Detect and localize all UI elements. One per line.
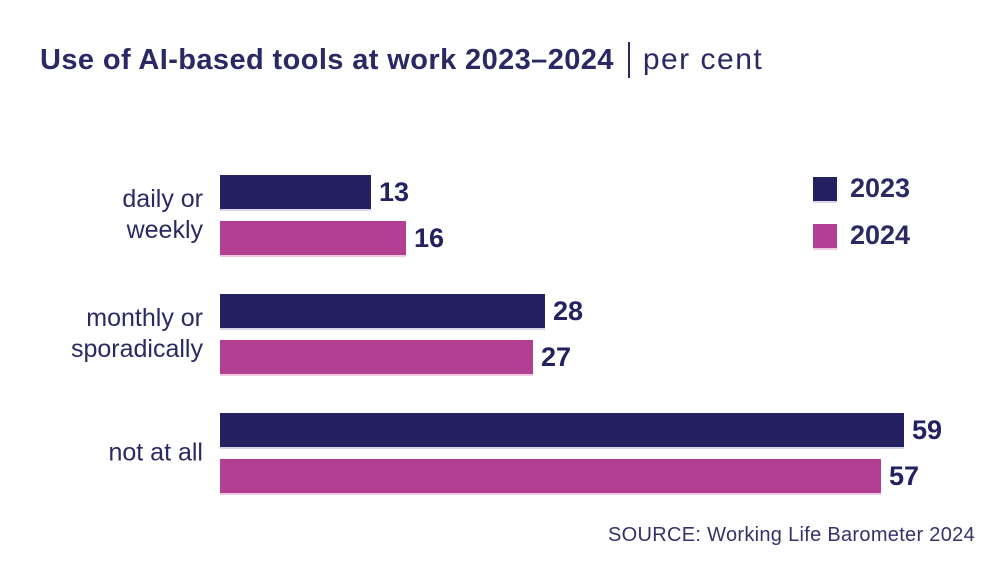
chart-title-main: Use of AI-based tools at work 2023–2024 (40, 43, 614, 76)
value-label: 13 (379, 177, 410, 207)
legend: 2023 2024 (813, 173, 910, 251)
category-label-not-at-all: not at all (33, 438, 203, 469)
bar-2023-daily-weekly (220, 175, 371, 209)
legend-item-2024: 2024 (813, 220, 910, 251)
value-label: 16 (414, 223, 445, 253)
bar-row: 13 (220, 175, 409, 209)
category-label-daily-weekly: daily or weekly (33, 184, 203, 246)
legend-label-2024: 2024 (850, 220, 911, 250)
bar-row: 59 (220, 413, 942, 447)
bar-row: 28 (220, 294, 583, 328)
category-line: sporadically (70, 335, 203, 363)
bar-2024-monthly-sporadically (220, 340, 533, 374)
title-separator-line (627, 42, 630, 78)
value-label: 59 (912, 415, 943, 445)
category-line: daily or (122, 185, 203, 213)
bar-2023-monthly-sporadically (220, 294, 545, 328)
bar-2023-not-at-all (220, 413, 904, 447)
bar-row: 57 (220, 459, 919, 493)
bar-row: 16 (220, 221, 444, 255)
value-label: 28 (553, 296, 584, 326)
category-label-monthly-sporadically: monthly or sporadically (33, 303, 203, 365)
legend-label-2023: 2023 (850, 173, 911, 203)
legend-item-2023: 2023 (813, 173, 910, 204)
category-line: not at all (108, 438, 203, 467)
category-line: monthly or (86, 304, 203, 332)
bar-2024-daily-weekly (220, 221, 406, 255)
chart-title: Use of AI-based tools at work 2023–2024 … (40, 42, 763, 78)
value-label: 27 (541, 342, 572, 372)
chart-title-unit: per cent (642, 43, 764, 76)
category-line: weekly (126, 216, 203, 244)
bar-row: 27 (220, 340, 571, 374)
legend-swatch-2024 (813, 223, 837, 248)
legend-swatch-2023 (813, 176, 837, 201)
source-caption: SOURCE: Working Life Barometer 2024 (608, 524, 975, 546)
bar-2024-not-at-all (220, 459, 881, 493)
value-label: 57 (889, 461, 920, 491)
